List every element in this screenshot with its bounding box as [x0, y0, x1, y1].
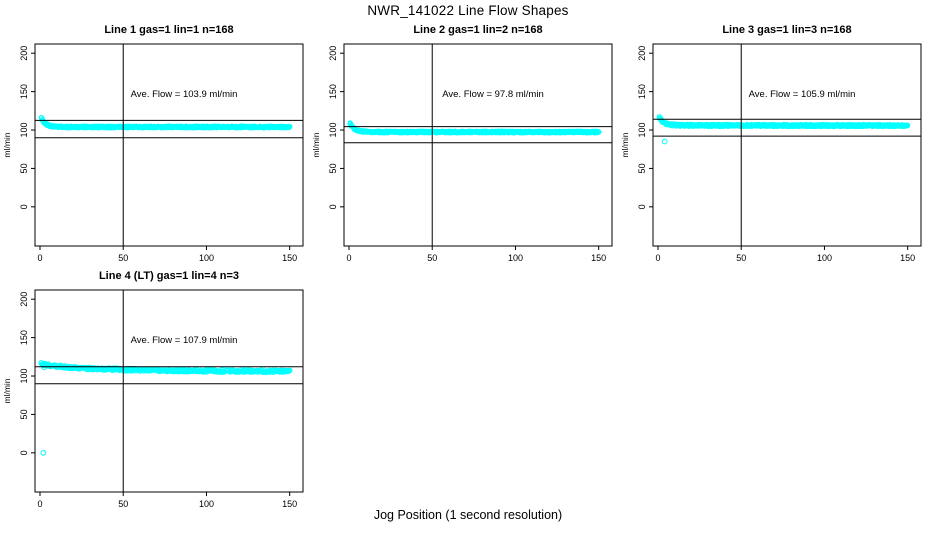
x-tick-label: 50 — [118, 499, 128, 509]
y-tick-label: 150 — [637, 84, 647, 99]
y-tick-label: 150 — [19, 84, 29, 99]
subplot-title: Line 2 gas=1 lin=2 n=168 — [413, 24, 542, 36]
y-axis-label: ml/min — [2, 378, 12, 403]
chart-title: NWR_141022 Line Flow Shapes — [367, 3, 569, 18]
x-tick-label: 100 — [817, 253, 832, 263]
x-tick-label: 100 — [508, 253, 523, 263]
plot-frame — [34, 43, 304, 247]
x-tick-label: 150 — [282, 499, 297, 509]
x-tick-label: 50 — [118, 253, 128, 263]
x-tick-label: 50 — [427, 253, 437, 263]
plot-canvas: Line 1 gas=1 lin=1 n=168 0 50 100 150 0 50 100 1… — [2, 24, 304, 263]
outlier-point — [40, 449, 47, 456]
ave-flow-annotation: Ave. Flow = 107.9 ml/min — [131, 335, 238, 346]
subplot-title: Line 1 gas=1 lin=1 n=168 — [104, 24, 233, 36]
plot-frame — [652, 43, 922, 247]
ave-flow-annotation: Ave. Flow = 97.8 ml/min — [442, 89, 543, 100]
y-tick-label: 50 — [328, 163, 338, 173]
outlier-point — [661, 138, 668, 145]
y-tick-label: 100 — [328, 123, 338, 138]
y-tick-label: 200 — [328, 46, 338, 61]
subplot-line-4: Line 4 (LT) gas=1 lin=4 n=3 0 50 100 150 0 50 1… — [0, 266, 312, 516]
x-tick-label: 100 — [199, 253, 214, 263]
plot-canvas: Line 4 (LT) gas=1 lin=4 n=3 0 50 100 150 0 50 1… — [2, 270, 304, 509]
x-tick-label: 100 — [199, 499, 214, 509]
y-tick-label: 200 — [19, 46, 29, 61]
plot-canvas: Line 2 gas=1 lin=2 n=168 0 50 100 150 0 50 100 1… — [311, 24, 613, 263]
y-tick-label: 0 — [19, 450, 29, 455]
y-tick-label: 0 — [19, 204, 29, 209]
y-tick-label: 100 — [19, 123, 29, 138]
plot-canvas: Line 3 gas=1 lin=3 n=168 0 50 100 150 0 50 100 1… — [620, 24, 922, 263]
x-tick-label: 0 — [346, 253, 351, 263]
y-axis-label: ml/min — [620, 132, 630, 157]
subplot-line-2: Line 2 gas=1 lin=2 n=168 0 50 100 150 0 50 100 1… — [309, 20, 621, 270]
x-tick-label: 150 — [282, 253, 297, 263]
ave-flow-annotation: Ave. Flow = 103.9 ml/min — [131, 89, 238, 100]
data-point-band — [38, 360, 293, 456]
x-tick-label: 0 — [37, 253, 42, 263]
y-axis-label: ml/min — [2, 132, 12, 157]
y-tick-label: 100 — [19, 369, 29, 384]
ave-flow-annotation: Ave. Flow = 105.9 ml/min — [749, 89, 856, 100]
y-tick-label: 200 — [637, 46, 647, 61]
x-tick-label: 150 — [900, 253, 915, 263]
y-tick-label: 50 — [637, 163, 647, 173]
x-tick-label: 50 — [736, 253, 746, 263]
x-tick-label: 0 — [655, 253, 660, 263]
y-tick-label: 150 — [19, 330, 29, 345]
y-axis-label: ml/min — [311, 132, 321, 157]
y-tick-label: 50 — [19, 409, 29, 419]
data-point-band — [656, 114, 911, 145]
y-tick-label: 200 — [19, 292, 29, 307]
subplot-title: Line 4 (LT) gas=1 lin=4 n=3 — [99, 270, 239, 282]
subplot-line-3: Line 3 gas=1 lin=3 n=168 0 50 100 150 0 50 100 1… — [618, 20, 930, 270]
y-tick-label: 0 — [637, 204, 647, 209]
x-axis-label: Jog Position (1 second resolution) — [373, 508, 563, 522]
y-tick-label: 50 — [19, 163, 29, 173]
data-point-band — [347, 120, 602, 136]
plot-frame — [343, 43, 613, 247]
y-tick-label: 150 — [328, 84, 338, 99]
x-tick-label: 0 — [37, 499, 42, 509]
y-tick-label: 100 — [637, 123, 647, 138]
plot-frame — [34, 289, 304, 493]
x-tick-label: 150 — [591, 253, 606, 263]
subplot-title: Line 3 gas=1 lin=3 n=168 — [722, 24, 851, 36]
subplot-line-1: Line 1 gas=1 lin=1 n=168 0 50 100 150 0 50 100 1… — [0, 20, 312, 270]
data-point-band — [38, 115, 293, 131]
y-tick-label: 0 — [328, 204, 338, 209]
